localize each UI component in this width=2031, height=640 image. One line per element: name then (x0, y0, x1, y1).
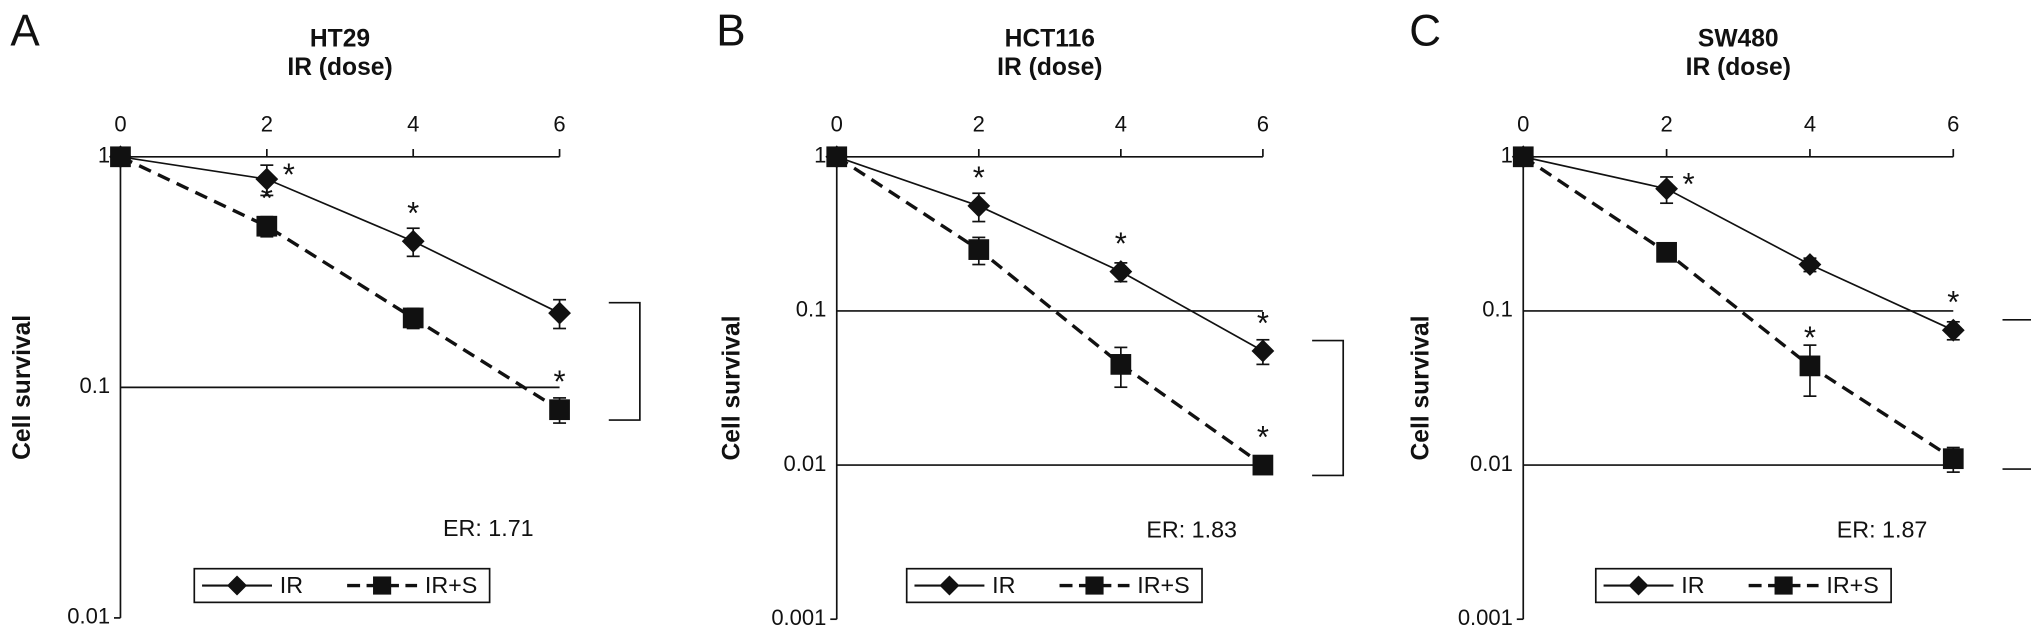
significance-mark: * (1257, 419, 1269, 454)
x-tick-label: 0 (114, 112, 126, 137)
x-tick-label: 2 (261, 112, 273, 137)
panel-letter: C (1409, 6, 1441, 55)
data-point (402, 307, 424, 329)
significance-mark: * (1947, 284, 1959, 319)
significance-mark: * (283, 157, 295, 192)
data-point (1512, 146, 1534, 168)
data-point (1656, 241, 1677, 263)
panel-letter: A (10, 6, 40, 55)
series-line (120, 155, 560, 314)
data-point (968, 239, 990, 260)
data-point (1251, 339, 1275, 363)
data-point (548, 301, 571, 325)
legend-marker (939, 575, 960, 596)
data-point (256, 215, 278, 237)
y-tick-label: 0.1 (80, 373, 111, 398)
x-tick-label: 2 (1660, 112, 1672, 137)
x-tick-label: 4 (1804, 112, 1816, 137)
chart-subtitle: IR (dose) (1686, 54, 1791, 81)
significance-mark: * (1257, 305, 1269, 340)
x-tick-label: 6 (553, 112, 565, 137)
data-point (255, 167, 279, 191)
series-line (1523, 155, 1954, 331)
data-point (549, 399, 570, 421)
y-tick-label: 1 (814, 143, 826, 168)
chart-subtitle: IR (dose) (997, 54, 1102, 81)
y-axis-label: Cell survival (9, 315, 36, 460)
significance-mark: * (1683, 166, 1695, 201)
data-point (110, 146, 131, 168)
significance-mark: * (407, 196, 419, 231)
significance-mark: * (554, 364, 566, 399)
y-tick-label: 0.001 (1458, 605, 1513, 630)
chart-subtitle: IR (dose) (287, 54, 392, 81)
data-point (1252, 454, 1274, 476)
legend-label: IR (280, 572, 303, 598)
panel-letter: B (716, 6, 745, 55)
y-tick-label: 0.01 (1470, 451, 1513, 476)
y-tick-label: 0.1 (1482, 297, 1513, 322)
bracket (608, 301, 641, 421)
chart-title: HT29 (310, 26, 370, 53)
data-point (1942, 448, 1964, 470)
chart-title: HCT116 (1005, 26, 1095, 53)
y-tick-label: 1 (1501, 143, 1513, 168)
series-line (836, 155, 1264, 352)
data-point (1110, 354, 1132, 375)
er-label: ER: 1.83 (1146, 516, 1237, 542)
data-point (1799, 355, 1821, 377)
y-tick-label: 0.01 (784, 451, 827, 476)
er-label: ER: 1.87 (1837, 516, 1928, 542)
legend-label: IR (992, 572, 1015, 598)
y-tick-label: 0.1 (796, 297, 827, 322)
y-axis-label: Cell survival (1408, 315, 1435, 460)
x-tick-label: 4 (407, 112, 419, 137)
series-line (119, 155, 561, 412)
data-point (1655, 177, 1678, 201)
er-label: ER: 1.71 (443, 515, 534, 541)
data-point (401, 229, 425, 253)
legend-label: IR+S (1137, 572, 1189, 598)
x-tick-label: 2 (973, 112, 985, 137)
y-tick-label: 1 (98, 143, 110, 168)
legend-marker (1774, 576, 1793, 595)
data-point (826, 146, 848, 168)
bracket (2002, 318, 2031, 470)
legend-label: IR (1681, 572, 1704, 598)
data-point (1941, 318, 1965, 342)
legend-label: IR+S (425, 572, 477, 598)
chart-title: SW480 (1698, 26, 1779, 53)
x-tick-label: 6 (1947, 112, 1959, 137)
legend-marker (373, 576, 392, 595)
x-tick-label: 0 (831, 112, 843, 137)
bracket (1312, 339, 1345, 477)
y-tick-label: 0.001 (771, 605, 826, 630)
y-tick-label: 0.01 (67, 604, 110, 629)
data-point (1798, 253, 1822, 276)
significance-mark: * (973, 160, 985, 195)
data-point (967, 194, 991, 218)
significance-mark: * (1804, 320, 1816, 355)
x-tick-label: 0 (1517, 112, 1529, 137)
x-tick-label: 4 (1115, 112, 1127, 137)
significance-mark: * (1115, 226, 1127, 261)
y-axis-label: Cell survival (719, 315, 746, 460)
legend-label: IR+S (1826, 572, 1878, 598)
x-tick-label: 6 (1257, 112, 1269, 137)
series-line (1522, 155, 1955, 461)
significance-mark: * (261, 180, 273, 215)
legend-marker (1085, 576, 1104, 595)
data-point (1109, 260, 1133, 283)
series-line (835, 155, 1264, 467)
